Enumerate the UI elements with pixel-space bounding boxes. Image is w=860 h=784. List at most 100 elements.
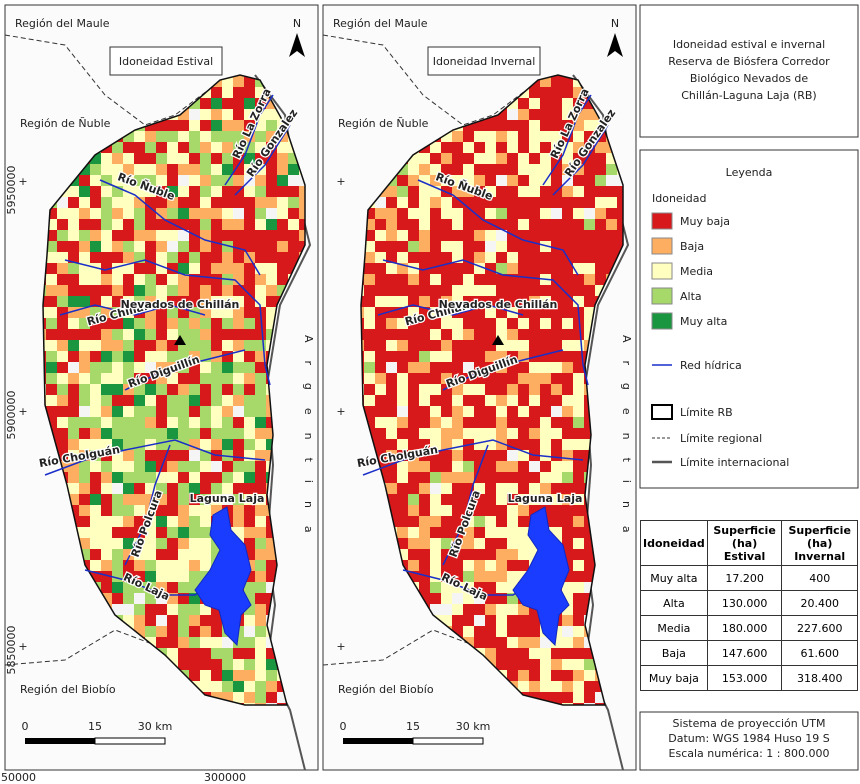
raster-cell — [529, 505, 540, 516]
raster-cell — [90, 549, 101, 560]
raster-cell — [233, 142, 244, 153]
grid-cross: + — [336, 405, 345, 418]
raster-cell — [200, 164, 211, 175]
raster-cell — [68, 252, 79, 263]
raster-cell — [46, 263, 57, 274]
raster-cell — [507, 362, 518, 373]
raster-cell — [397, 340, 408, 351]
raster-cell — [90, 285, 101, 296]
raster-cell — [474, 494, 485, 505]
raster-cell — [57, 274, 68, 285]
raster-cell — [529, 219, 540, 230]
raster-cell — [408, 252, 419, 263]
raster-cell — [156, 197, 167, 208]
raster-cell — [211, 406, 222, 417]
raster-cell — [485, 560, 496, 571]
raster-cell — [178, 582, 189, 593]
raster-cell — [540, 318, 551, 329]
raster-cell — [222, 241, 233, 252]
raster-cell — [277, 197, 288, 208]
raster-cell — [178, 384, 189, 395]
raster-cell — [507, 472, 518, 483]
raster-cell — [551, 692, 562, 703]
raster-cell — [134, 395, 145, 406]
table-cell: 147.600 — [706, 640, 783, 666]
raster-cell — [189, 296, 200, 307]
raster-cell — [57, 285, 68, 296]
raster-cell — [386, 384, 397, 395]
raster-cell — [518, 648, 529, 659]
raster-cell — [452, 472, 463, 483]
raster-cell — [255, 439, 266, 450]
raster-cell — [266, 263, 277, 274]
scale-label: 0 — [22, 720, 29, 733]
raster-cell — [562, 142, 573, 153]
raster-cell — [595, 692, 606, 703]
raster-cell — [419, 384, 430, 395]
raster-cell — [90, 329, 101, 340]
raster-cell — [90, 461, 101, 472]
raster-cell — [57, 351, 68, 362]
river — [124, 349, 246, 391]
raster-cell — [551, 483, 562, 494]
raster-cell — [584, 263, 595, 274]
raster-cell — [145, 527, 156, 538]
raster-cell — [441, 263, 452, 274]
raster-cell — [57, 318, 68, 329]
raster-cell — [90, 516, 101, 527]
raster-cell — [562, 417, 573, 428]
raster-cell — [562, 153, 573, 164]
raster-cell — [606, 175, 617, 186]
raster-cell — [562, 340, 573, 351]
raster-cell — [255, 516, 266, 527]
raster-cell — [452, 362, 463, 373]
raster-cell — [189, 670, 200, 681]
raster-cell — [178, 351, 189, 362]
legend-label: Alta — [680, 290, 702, 303]
raster-cell — [145, 472, 156, 483]
raster-cell — [266, 582, 277, 593]
raster-cell — [573, 461, 584, 472]
raster-cell — [430, 263, 441, 274]
raster-cell — [255, 483, 266, 494]
raster-cell — [463, 329, 474, 340]
raster-cell — [90, 494, 101, 505]
raster-cell — [518, 351, 529, 362]
table-row: Media 180.000 227.600 — [640, 615, 858, 641]
raster-cell — [90, 571, 101, 582]
raster-cell — [518, 197, 529, 208]
raster-cell — [595, 208, 606, 219]
raster-cell — [189, 285, 200, 296]
raster-cell — [233, 120, 244, 131]
raster-cell — [178, 439, 189, 450]
raster-cell — [189, 439, 200, 450]
raster-cell — [562, 593, 573, 604]
raster-cell — [463, 560, 474, 571]
raster-cell — [386, 406, 397, 417]
raster-cell — [573, 483, 584, 494]
raster-cell — [68, 285, 79, 296]
raster-cell — [573, 395, 584, 406]
raster-cell — [518, 296, 529, 307]
raster-cell — [189, 186, 200, 197]
raster-cell — [145, 450, 156, 461]
raster-cell — [507, 285, 518, 296]
raster-cell — [189, 582, 200, 593]
raster-cell — [551, 175, 562, 186]
raster-cell — [211, 197, 222, 208]
raster-cell — [266, 98, 277, 109]
raster-cell — [386, 362, 397, 373]
raster-cell — [452, 186, 463, 197]
raster-cell — [46, 241, 57, 252]
raster-cell — [430, 307, 441, 318]
raster-cell — [156, 604, 167, 615]
raster-cell — [562, 98, 573, 109]
table-row: Alta 130.000 20.400 — [640, 590, 858, 616]
raster-cell — [463, 285, 474, 296]
raster-cell — [584, 670, 595, 681]
raster-cell — [496, 593, 507, 604]
raster-cell — [156, 450, 167, 461]
raster-cell — [474, 439, 485, 450]
raster-cell — [496, 659, 507, 670]
raster-cell — [485, 296, 496, 307]
